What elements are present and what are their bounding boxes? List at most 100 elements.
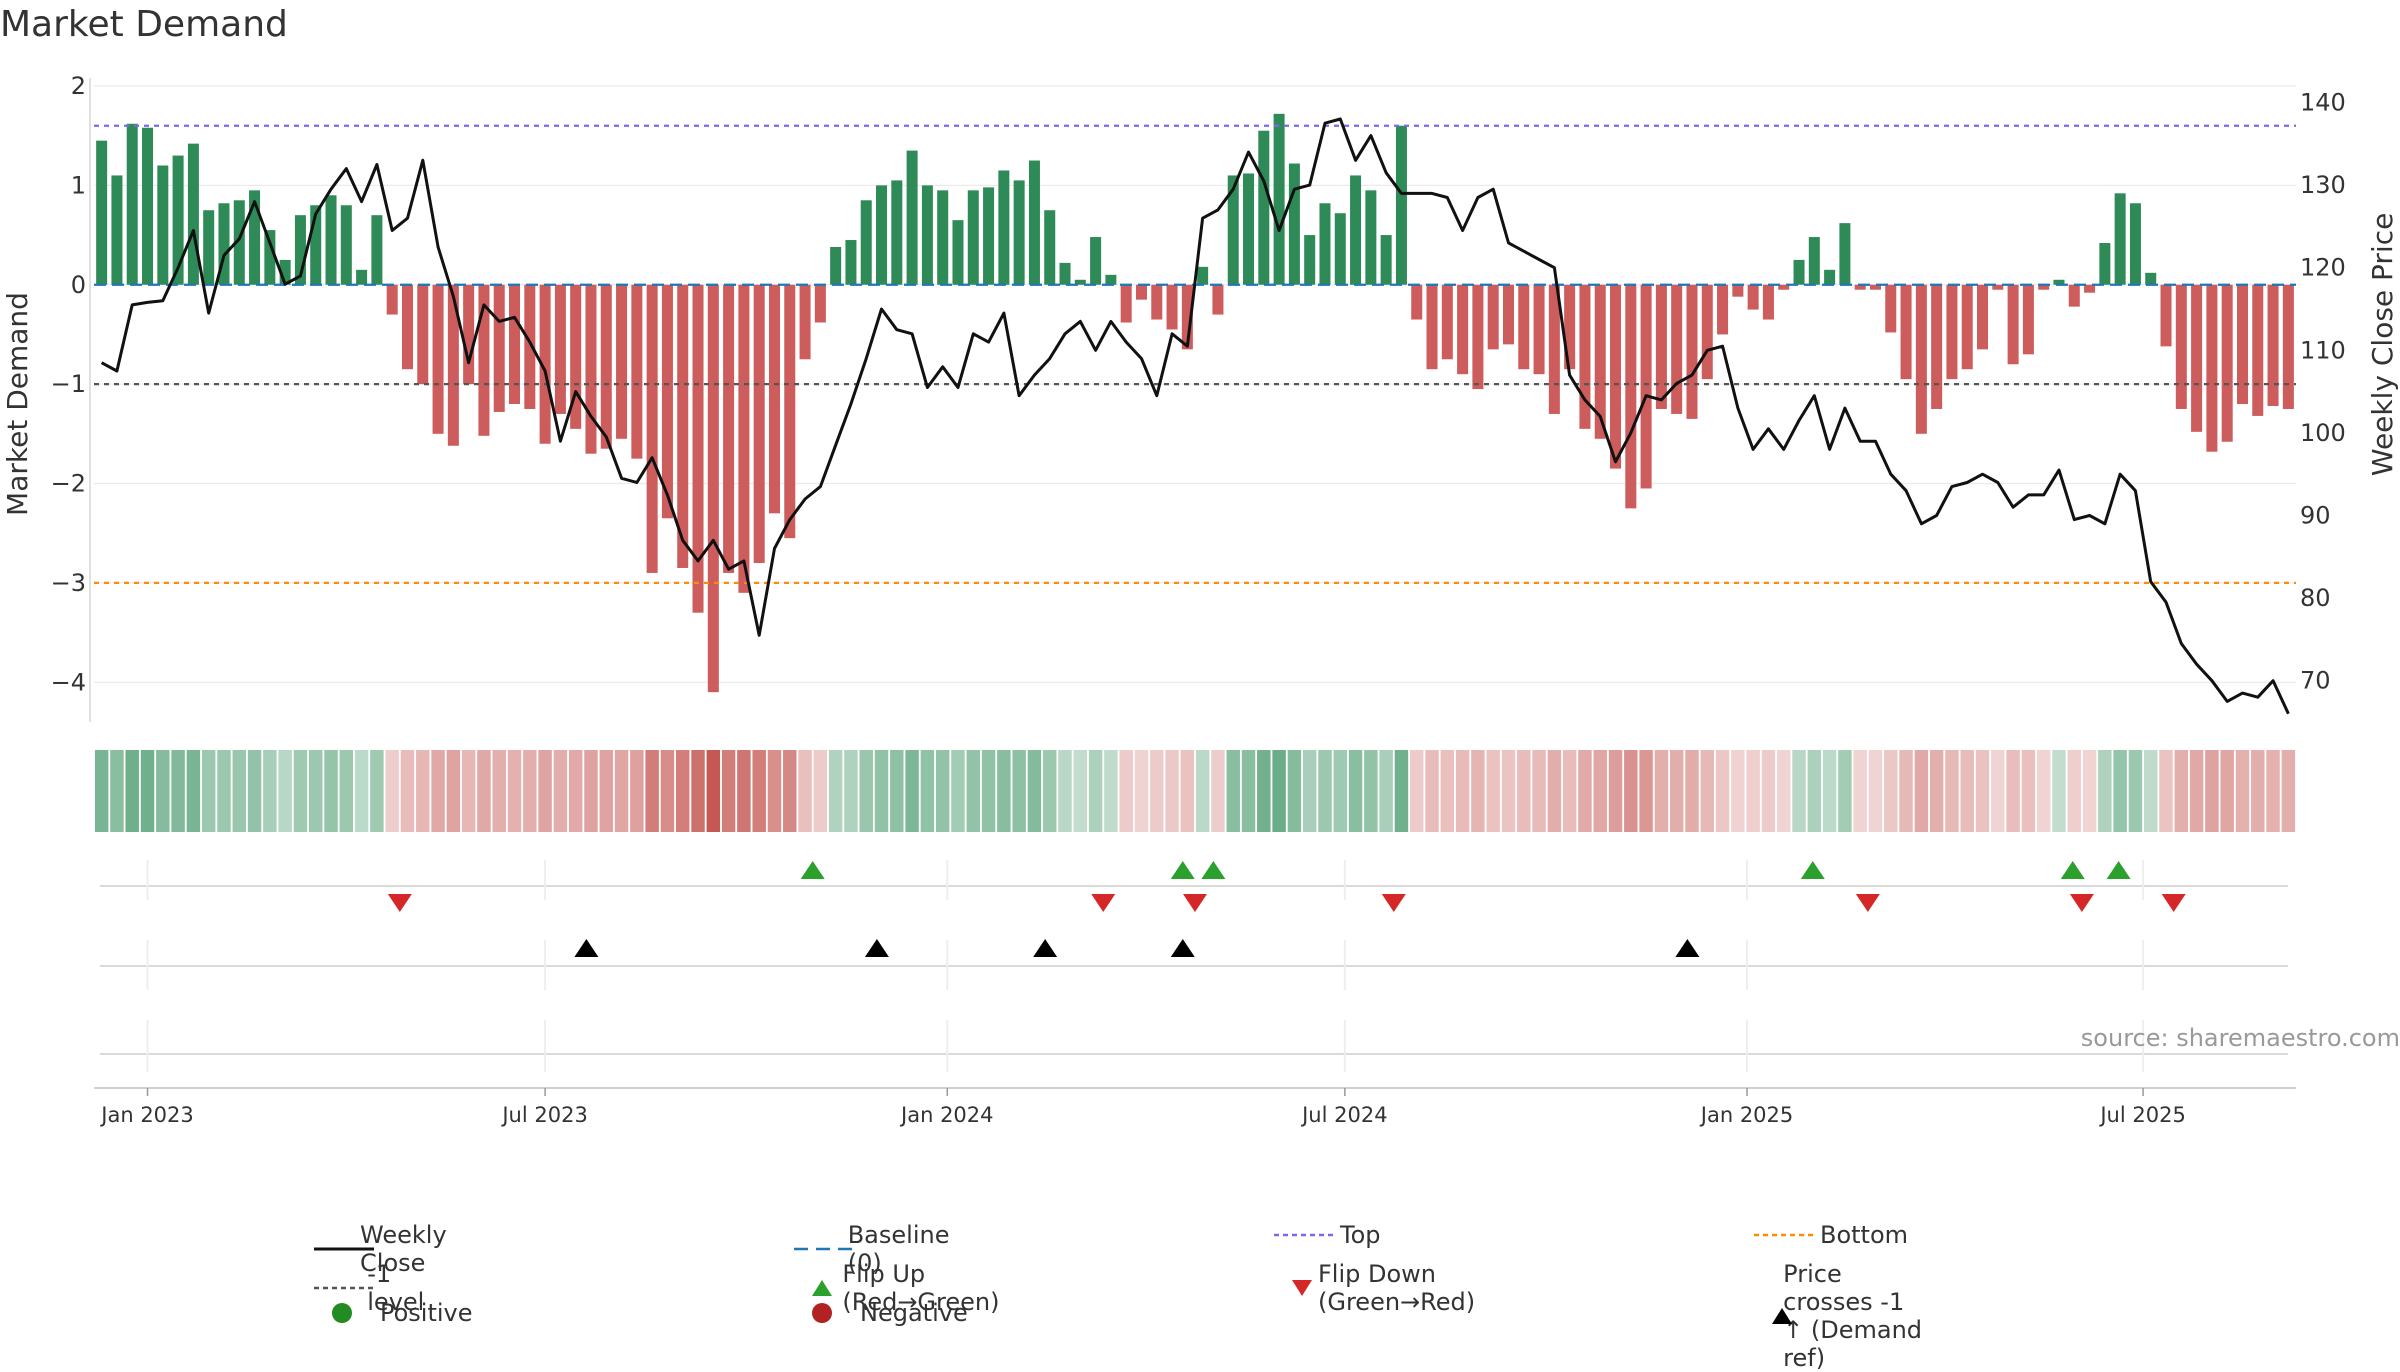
- heat-cell: [1807, 750, 1822, 832]
- heat-cell: [920, 750, 935, 832]
- price-line: [100, 117, 2290, 715]
- heat-cell: [599, 750, 613, 832]
- heat-cell: [1853, 750, 1867, 832]
- demand-bar: [432, 284, 444, 434]
- demand-bar: [509, 284, 521, 404]
- heat-cell: [1868, 750, 1883, 832]
- heat-cell: [614, 750, 629, 832]
- flip-up-marker: [1800, 861, 1825, 879]
- heat-cell: [1241, 750, 1256, 832]
- heat-cell: [1822, 750, 1837, 832]
- heat-cell: [1364, 750, 1378, 832]
- heat-cell: [2174, 750, 2189, 832]
- demand-bar: [249, 190, 261, 285]
- flip-down-marker: [1381, 894, 1406, 912]
- heat-cell: [752, 750, 766, 832]
- flip-up-marker: [2060, 861, 2085, 879]
- demand-bar: [1395, 125, 1407, 285]
- demand-bar: [2068, 284, 2080, 307]
- heat-cell: [1700, 750, 1714, 832]
- demand-bar: [1885, 284, 1897, 333]
- legend-label: Positive: [380, 1299, 473, 1327]
- demand-bar: [1686, 284, 1698, 419]
- heat-cell: [1593, 750, 1607, 832]
- heat-cell: [400, 750, 415, 832]
- flip-down-marker: [387, 894, 412, 912]
- price-cross-marker: [574, 939, 599, 957]
- demand-bar: [2099, 243, 2111, 285]
- heat-cell: [721, 750, 736, 832]
- heat-cell: [874, 750, 889, 832]
- chart-title: Market Demand: [0, 4, 288, 45]
- heat-cell: [1226, 750, 1240, 832]
- heat-cell: [1272, 750, 1286, 832]
- demand-bar: [1747, 284, 1759, 310]
- y2-tick-label: 70: [2300, 667, 2331, 695]
- heat-cell: [691, 750, 705, 832]
- demand-bar: [111, 175, 123, 285]
- demand-bar: [2129, 203, 2141, 285]
- demand-bar: [463, 284, 475, 385]
- legend-swatch: [1750, 1304, 1792, 1328]
- heat-cell: [94, 750, 109, 832]
- legend-label: Bottom: [1820, 1221, 1909, 1249]
- heat-cell: [2128, 750, 2143, 832]
- legend-swatch: [1270, 1276, 1312, 1300]
- y-tick-label: 1: [71, 171, 86, 199]
- heat-cell: [2113, 750, 2127, 832]
- heat-cell: [140, 750, 155, 832]
- demand-bar: [723, 284, 735, 573]
- demand-bar: [661, 284, 673, 519]
- heat-cell: [706, 750, 721, 832]
- heat-cell: [186, 750, 201, 832]
- demand-bar: [921, 185, 933, 285]
- heat-cell: [1302, 750, 1317, 832]
- demand-bar: [1212, 284, 1224, 315]
- price-cross-marker: [864, 939, 889, 957]
- demand-bar: [876, 185, 888, 285]
- demand-bar: [1977, 284, 1989, 350]
- flip-up-marker: [1201, 861, 1226, 879]
- y2-tick-label: 80: [2300, 584, 2331, 612]
- demand-bar: [937, 190, 949, 285]
- heat-cell: [1425, 750, 1439, 832]
- heat-cell: [997, 750, 1011, 832]
- demand-bar: [1961, 284, 1973, 370]
- source-note: source: sharemaestro.com: [2080, 1024, 2400, 1052]
- demand-bar: [1487, 284, 1499, 350]
- demand-bar: [906, 150, 918, 285]
- flip-down-marker: [1183, 894, 1207, 912]
- heat-cell: [1379, 750, 1393, 832]
- heat-cell: [1792, 750, 1806, 832]
- heat-cell: [416, 750, 430, 832]
- demand-bar: [830, 246, 842, 285]
- demand-bar: [1992, 284, 2004, 290]
- heat-cell: [1975, 750, 1990, 832]
- demand-bar: [1441, 284, 1453, 360]
- demand-bar: [1288, 163, 1300, 285]
- demand-bar: [799, 284, 811, 360]
- x-tick-label: Jan 2024: [899, 1103, 994, 1127]
- legend-label: Flip Up (Red→Green): [842, 1260, 1000, 1316]
- demand-bar: [1762, 284, 1774, 320]
- heat-cell: [1777, 750, 1791, 832]
- demand-bar: [1074, 279, 1086, 285]
- heat-cell: [905, 750, 919, 832]
- heat-cell: [247, 750, 262, 832]
- demand-bar: [1350, 175, 1362, 285]
- demand-bar: [1732, 284, 1744, 297]
- demand-bar: [1564, 284, 1576, 370]
- y-tick-label: −4: [51, 668, 86, 696]
- heat-cell: [1180, 750, 1195, 832]
- heat-cell: [309, 750, 323, 832]
- heat-cell: [1348, 750, 1363, 832]
- demand-bar: [554, 284, 566, 414]
- demand-bar: [1671, 284, 1683, 414]
- y2-tick-label: 110: [2300, 336, 2346, 364]
- heat-cell: [125, 750, 139, 832]
- y-tick-label: 2: [71, 72, 86, 100]
- demand-bar: [952, 220, 964, 285]
- heat-cell: [324, 750, 338, 832]
- demand-bar: [386, 284, 398, 315]
- heat-cell: [1899, 750, 1913, 832]
